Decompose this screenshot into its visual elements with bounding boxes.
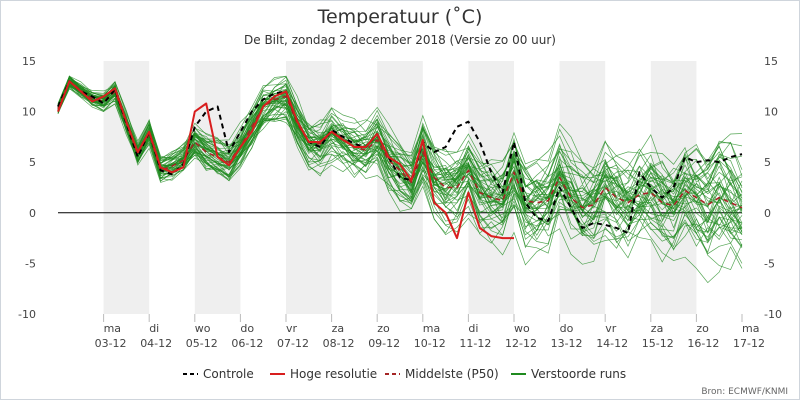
ensemble-member-line <box>57 83 743 264</box>
y-tick-label-right: -5 <box>764 257 775 270</box>
x-tick-day: di <box>468 322 478 335</box>
x-tick-date: 12-12 <box>505 337 537 350</box>
x-tick-date: 08-12 <box>323 337 355 350</box>
x-tick-date: 06-12 <box>231 337 263 350</box>
ensemble-member-line <box>57 75 743 212</box>
ensemble-member-line <box>57 77 743 233</box>
legend-label: Verstoorde runs <box>531 367 626 381</box>
x-tick-date: 05-12 <box>186 337 218 350</box>
ensemble-member-line <box>57 82 743 228</box>
y-tick-label-left: 0 <box>29 207 36 220</box>
y-tick-label-left: 15 <box>22 55 36 68</box>
x-tick-date: 04-12 <box>140 337 172 350</box>
y-tick-label-right: 5 <box>764 156 771 169</box>
legend: Controle Hoge resolutie Middelste (P50) Ver… <box>183 367 626 381</box>
legend-label: Middelste (P50) <box>405 367 499 381</box>
x-tick-date: 11-12 <box>459 337 491 350</box>
y-tick-label-right: 15 <box>764 55 778 68</box>
x-tick-date: 09-12 <box>368 337 400 350</box>
ensemble-member-line <box>57 77 743 212</box>
legend-item-controle: Controle <box>183 367 254 381</box>
ensemble-member-line <box>57 88 743 247</box>
x-tick-day: vr <box>286 322 298 335</box>
y-tick-label-right: 10 <box>764 106 778 119</box>
x-tick-day: ma <box>423 322 440 335</box>
median-p50-line <box>57 80 743 209</box>
legend-item-verstoorde-runs: Verstoorde runs <box>511 367 626 381</box>
y-tick-label-right: -10 <box>764 308 782 321</box>
day-bands <box>103 61 697 314</box>
x-tick-date: 15-12 <box>642 337 674 350</box>
x-tick-day: ma <box>104 322 121 335</box>
ensemble-member-line <box>57 75 743 206</box>
ensemble-member-line <box>57 78 743 212</box>
x-tick-date: 17-12 <box>733 337 765 350</box>
day-band <box>194 61 241 314</box>
legend-label: Controle <box>203 367 254 381</box>
x-tick-day: za <box>651 322 664 335</box>
legend-item-middelste: Middelste (P50) <box>385 367 499 381</box>
x-tick-date: 13-12 <box>551 337 583 350</box>
x-tick-day: wo <box>514 322 530 335</box>
x-tick-day: di <box>149 322 159 335</box>
y-tick-label-left: 5 <box>29 156 36 169</box>
axes: -10 -10 -5 -5 0 0 5 5 10 10 15 15 ma 03-12 di 04-12 wo 05… <box>18 55 782 350</box>
ensemble-member-line <box>57 83 743 249</box>
y-tick-label-left: -10 <box>18 308 36 321</box>
x-tick-day: wo <box>195 322 211 335</box>
ensemble-member-line <box>57 77 743 212</box>
x-tick-date: 07-12 <box>277 337 309 350</box>
y-tick-label-right: 0 <box>764 207 771 220</box>
chart-title: Temperatuur (˚C) <box>317 6 483 28</box>
day-band <box>286 61 332 314</box>
legend-item-hoge-resolutie: Hoge resolutie <box>270 367 377 381</box>
x-tick-day: zo <box>696 322 709 335</box>
legend-label: Hoge resolutie <box>290 367 377 381</box>
x-tick-day: ma <box>742 322 759 335</box>
x-tick-day: do <box>560 322 574 335</box>
source-credit: Bron: ECMWF/KNMI <box>701 387 788 397</box>
y-tick-label-left: 10 <box>22 106 36 119</box>
ensemble-member-line <box>57 75 743 225</box>
x-tick-day: zo <box>377 322 390 335</box>
y-tick-label-left: -5 <box>25 257 36 270</box>
x-tick-day: do <box>240 322 254 335</box>
main-series <box>57 80 743 240</box>
chart-subtitle: De Bilt, zondag 2 december 2018 (Versie … <box>244 33 556 47</box>
x-tick-date: 14-12 <box>596 337 628 350</box>
control-line <box>57 80 743 234</box>
x-tick-date: 10-12 <box>414 337 446 350</box>
high-resolution-line <box>57 80 514 240</box>
x-tick-date: 03-12 <box>95 337 127 350</box>
ensemble-member-line <box>57 75 743 222</box>
x-tick-date: 16-12 <box>687 337 719 350</box>
x-tick-day: za <box>332 322 345 335</box>
x-tick-day: vr <box>605 322 617 335</box>
